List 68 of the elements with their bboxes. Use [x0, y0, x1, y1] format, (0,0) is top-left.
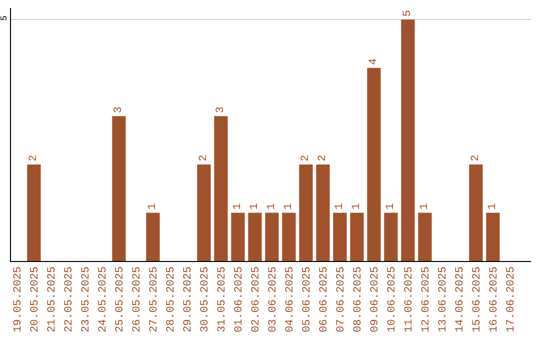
x-tick-label: 11.06.2025	[404, 266, 416, 332]
x-tick-label: 01.06.2025	[234, 266, 246, 332]
x-tick-label: 03.06.2025	[268, 266, 280, 332]
x-tick-label: 04.06.2025	[284, 266, 297, 332]
x-tick-label: 12.06.2025	[420, 266, 433, 332]
data-label: 2	[198, 154, 210, 162]
x-tick-label: 27.05.2025	[148, 266, 161, 332]
x-tick-label: 07.06.2025	[336, 266, 348, 332]
x-tick-label: 10.06.2025	[386, 266, 399, 332]
bar	[486, 212, 500, 261]
bar	[350, 212, 364, 261]
x-tick-label: 21.05.2025	[46, 266, 59, 332]
bar	[112, 116, 126, 261]
x-tick-label: 20.05.2025	[30, 266, 42, 332]
data-label: 1	[384, 202, 397, 210]
data-label: 5	[402, 10, 414, 17]
data-label: 2	[316, 154, 329, 162]
bar	[197, 164, 211, 261]
data-label: 2	[470, 154, 482, 162]
x-tick-label: 31.05.2025	[216, 266, 229, 332]
x-tick-label: 17.06.2025	[505, 266, 518, 332]
x-tick-label: 15.06.2025	[471, 266, 484, 332]
bar	[299, 164, 313, 261]
x-tick-label: 02.06.2025	[250, 266, 263, 332]
data-label: 3	[112, 106, 125, 114]
bar	[401, 20, 415, 261]
x-tick-label: 13.06.2025	[438, 266, 450, 332]
x-tick-label: 22.05.2025	[64, 266, 76, 332]
data-label: 1	[232, 202, 244, 210]
x-tick-label: 23.05.2025	[80, 266, 93, 332]
x-tick-label: 29.05.2025	[182, 266, 195, 332]
data-label: 1	[248, 202, 261, 210]
data-label: 2	[300, 154, 312, 162]
data-label: 1	[418, 202, 431, 210]
data-label: 2	[28, 154, 40, 162]
x-tick-label: 16.06.2025	[488, 266, 500, 332]
bar	[384, 212, 398, 261]
bar	[367, 68, 381, 261]
x-tick-label: 08.06.2025	[352, 266, 365, 332]
data-label: 1	[334, 202, 346, 210]
data-label: 1	[350, 202, 363, 210]
x-tick-label: 24.05.2025	[98, 266, 110, 332]
data-label: 3	[214, 106, 227, 114]
bar	[469, 164, 483, 261]
data-label: 4	[368, 58, 380, 65]
bar	[265, 212, 279, 261]
x-tick-label: 19.05.2025	[12, 266, 25, 332]
x-tick-label: 06.06.2025	[318, 266, 331, 332]
x-tick-label: 30.05.2025	[200, 266, 212, 332]
x-tick-label: 28.05.2025	[166, 266, 178, 332]
x-tick-label: 14.06.2025	[454, 266, 466, 332]
data-label: 1	[486, 202, 499, 210]
data-label: 1	[282, 202, 295, 210]
bar	[214, 116, 228, 261]
data-label: 1	[266, 202, 278, 210]
bar	[418, 212, 432, 261]
x-tick-label: 09.06.2025	[370, 266, 382, 332]
bar	[248, 212, 262, 261]
x-tick-label: 25.05.2025	[114, 266, 127, 332]
data-label: 1	[146, 202, 159, 210]
bar	[316, 164, 330, 261]
bar	[231, 212, 245, 261]
bar	[282, 212, 296, 261]
bar	[27, 164, 41, 261]
x-tick-label: 26.05.2025	[132, 266, 144, 332]
bar	[333, 212, 347, 261]
x-tick-label: 05.06.2025	[302, 266, 314, 332]
bar	[146, 212, 160, 261]
